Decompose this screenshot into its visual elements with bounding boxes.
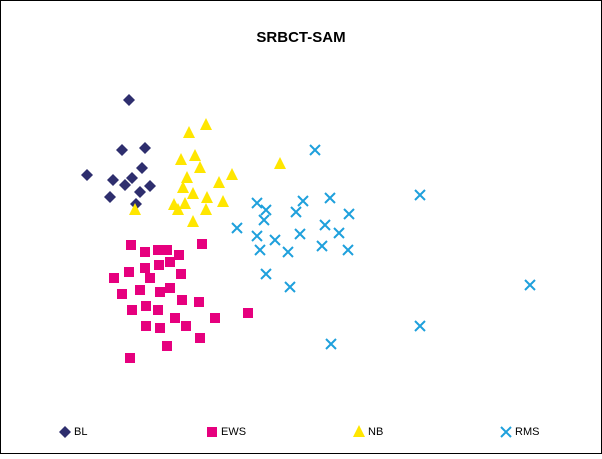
point	[172, 203, 184, 215]
point	[135, 285, 145, 295]
point	[258, 214, 270, 226]
legend-label: EWS	[221, 426, 246, 438]
point	[319, 219, 331, 231]
point	[284, 281, 296, 293]
point	[129, 203, 141, 215]
point	[141, 321, 151, 331]
point	[170, 313, 180, 323]
point	[181, 171, 193, 183]
point	[200, 118, 212, 130]
point	[162, 341, 172, 351]
point	[162, 245, 172, 255]
legend-marker	[207, 427, 217, 437]
point	[194, 297, 204, 307]
point	[81, 169, 93, 181]
point	[195, 333, 205, 343]
point	[324, 192, 336, 204]
point	[125, 353, 135, 363]
point	[181, 321, 191, 331]
point	[183, 126, 195, 138]
point	[333, 227, 345, 239]
point	[154, 260, 164, 270]
point	[155, 323, 165, 333]
point	[175, 153, 187, 165]
point	[165, 257, 175, 267]
point	[243, 308, 253, 318]
point	[139, 142, 151, 154]
point	[187, 215, 199, 227]
legend-label: NB	[368, 426, 383, 438]
point	[116, 144, 128, 156]
point	[104, 191, 116, 203]
point	[179, 197, 191, 209]
legend-marker	[500, 426, 512, 438]
point	[189, 149, 201, 161]
point	[187, 187, 199, 199]
point	[141, 301, 151, 311]
point	[213, 176, 225, 188]
point	[145, 273, 155, 283]
point	[274, 157, 286, 169]
legend-marker	[59, 426, 71, 438]
legend-label: BL	[74, 426, 87, 438]
point	[309, 144, 321, 156]
point	[119, 179, 131, 191]
point	[254, 244, 266, 256]
point	[524, 279, 536, 291]
point	[107, 174, 119, 186]
legend-label: RMS	[515, 426, 539, 438]
point	[251, 197, 263, 209]
point	[210, 313, 220, 323]
point	[260, 204, 272, 216]
point	[177, 295, 187, 305]
point	[290, 206, 302, 218]
chart-title: SRBCT-SAM	[256, 29, 345, 46]
point	[174, 250, 184, 260]
point	[155, 287, 165, 297]
point	[343, 208, 355, 220]
point	[297, 195, 309, 207]
point	[325, 338, 337, 350]
point	[200, 203, 212, 215]
point	[126, 240, 136, 250]
point	[231, 222, 243, 234]
point	[251, 230, 263, 242]
point	[109, 273, 119, 283]
point	[177, 181, 189, 193]
point	[127, 305, 137, 315]
point	[140, 263, 150, 273]
point	[226, 168, 238, 180]
point	[414, 320, 426, 332]
point	[294, 228, 306, 240]
point	[140, 247, 150, 257]
point	[153, 245, 163, 255]
legend-marker	[353, 425, 365, 437]
point	[414, 189, 426, 201]
point	[194, 161, 206, 173]
point	[153, 305, 163, 315]
point	[165, 283, 175, 293]
point	[123, 94, 135, 106]
point	[117, 289, 127, 299]
point	[197, 239, 207, 249]
point	[201, 191, 213, 203]
point	[176, 269, 186, 279]
point	[342, 244, 354, 256]
point	[260, 268, 272, 280]
point	[282, 246, 294, 258]
point	[269, 234, 281, 246]
point	[126, 172, 138, 184]
point	[217, 195, 229, 207]
point	[144, 180, 156, 192]
point	[316, 240, 328, 252]
point	[134, 186, 146, 198]
point	[124, 267, 134, 277]
point	[136, 162, 148, 174]
